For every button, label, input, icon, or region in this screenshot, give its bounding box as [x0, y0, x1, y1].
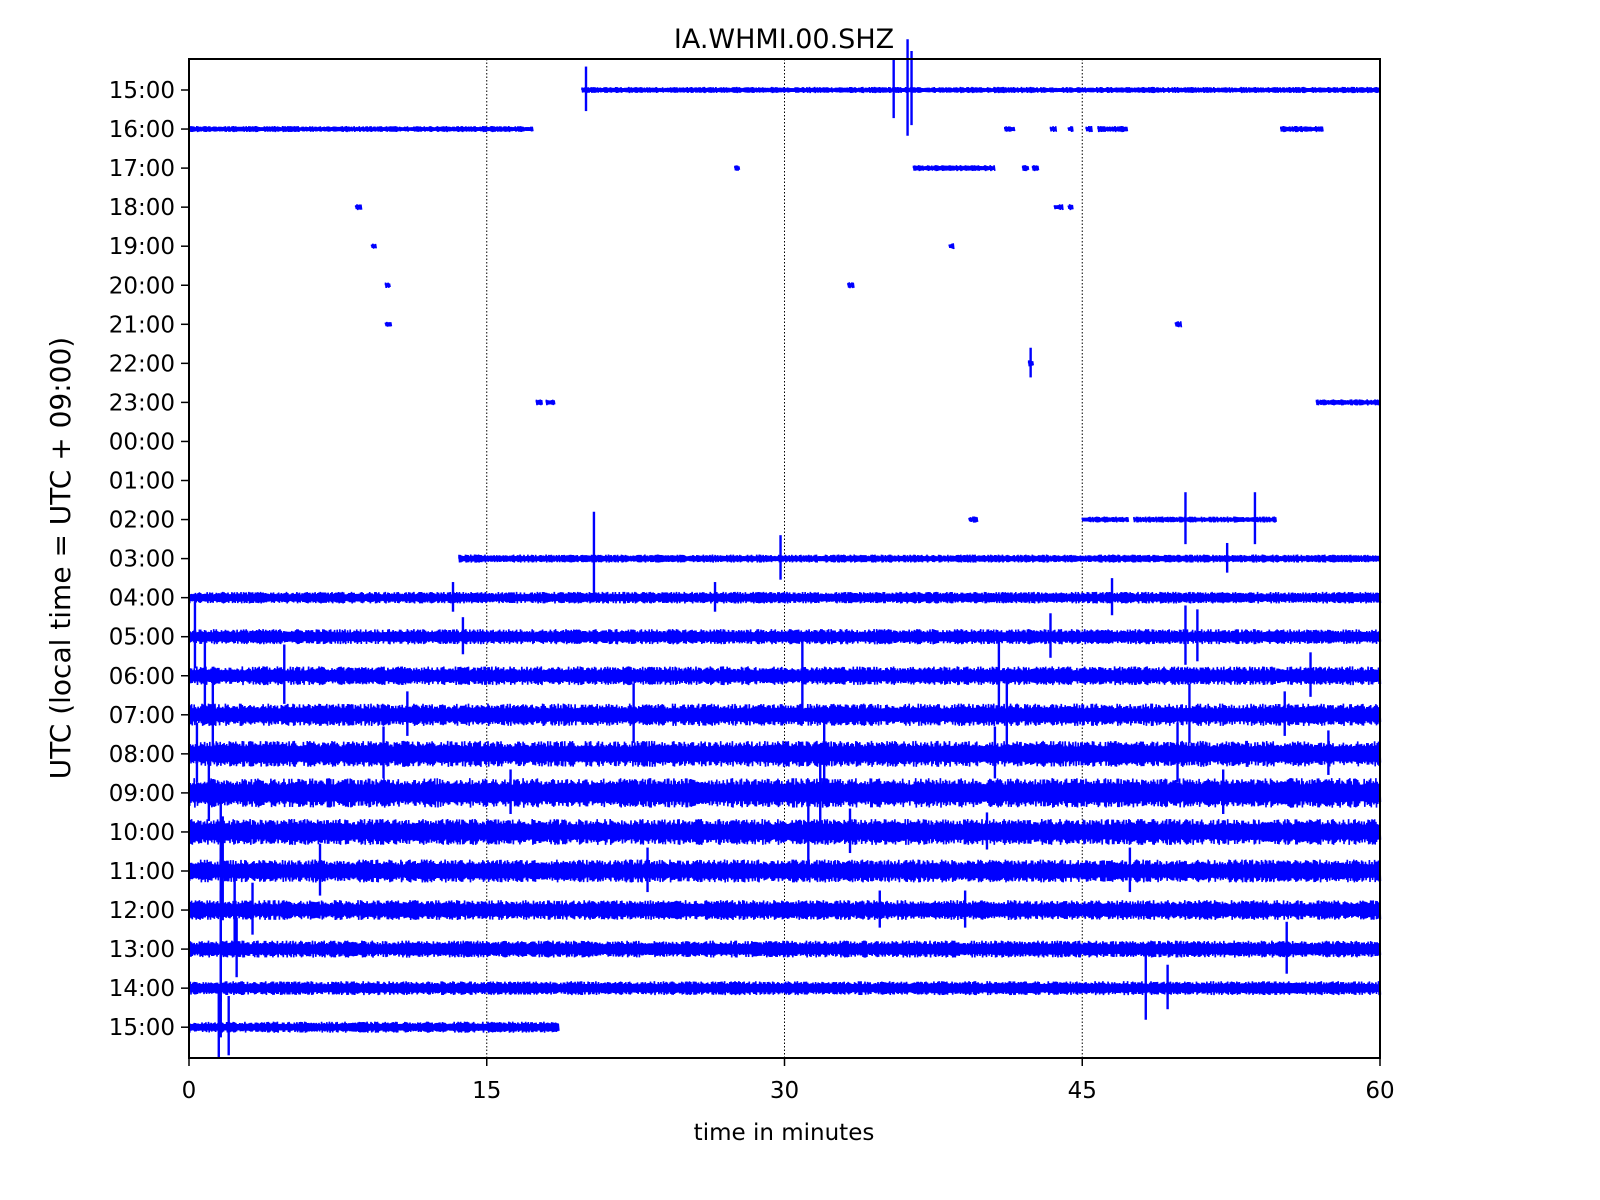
trace-segment — [1004, 126, 1016, 132]
trace-segment — [968, 516, 979, 523]
y-tick-label: 03:00 — [109, 547, 175, 573]
y-tick-label: 04:00 — [109, 586, 175, 612]
x-axis-label: time in minutes — [694, 1120, 875, 1146]
y-tick-label: 06:00 — [109, 664, 175, 690]
y-axis-ticks: 15:00 16:00 17:00 18:00 19:00 20:00 21:00 22:00… — [109, 78, 189, 1041]
y-tick-label: 01:00 — [109, 469, 175, 495]
trace-segment — [1049, 126, 1058, 133]
x-tick-label: 45 — [1068, 1078, 1097, 1104]
trace-segment — [384, 321, 393, 327]
seismogram-traces — [188, 39, 1382, 1059]
y-tick-label: 11:00 — [109, 859, 175, 885]
y-tick-label: 16:00 — [109, 117, 175, 143]
trace-segment — [458, 554, 1381, 563]
y-tick-label: 23:00 — [109, 390, 175, 416]
trace-segment — [1053, 204, 1064, 211]
y-tick-label: 14:00 — [109, 976, 175, 1002]
trace-segment — [734, 165, 741, 171]
trace-segment — [188, 900, 1382, 921]
trace-segment — [912, 165, 996, 172]
trace-segment — [354, 204, 363, 211]
trace-segment — [1280, 126, 1324, 133]
y-tick-label: 15:00 — [109, 1015, 175, 1041]
trace-segment — [1133, 516, 1277, 523]
y-tick-label: 20:00 — [109, 273, 175, 299]
trace-segment — [1031, 165, 1040, 172]
trace-segment — [535, 399, 543, 406]
trace-segment — [188, 125, 534, 133]
trace-segment — [188, 778, 1382, 808]
y-tick-label: 10:00 — [109, 820, 175, 846]
trace-segment — [188, 591, 1382, 604]
trace-segment — [188, 859, 1382, 883]
x-tick-label: 30 — [770, 1078, 799, 1104]
x-tick-label: 15 — [472, 1078, 501, 1104]
trace-segment — [1097, 126, 1129, 133]
trace-segment — [581, 86, 1381, 94]
x-tick-label: 60 — [1365, 1078, 1394, 1104]
trace-segment — [1085, 126, 1093, 133]
y-tick-label: 05:00 — [109, 625, 175, 651]
trace-segment — [384, 282, 391, 289]
y-tick-label: 13:00 — [109, 937, 175, 963]
trace-segment — [188, 940, 1382, 958]
y-tick-label: 22:00 — [109, 351, 175, 377]
trace-segment — [545, 399, 556, 406]
trace-segment — [847, 282, 855, 289]
y-tick-label: 12:00 — [109, 898, 175, 924]
trace-segment — [1081, 516, 1130, 523]
y-tick-label: 15:00 — [109, 78, 175, 104]
trace-segment — [188, 981, 1382, 996]
trace-segment — [188, 740, 1382, 767]
trace-segment — [1067, 204, 1074, 211]
y-tick-label: 17:00 — [109, 156, 175, 182]
trace-segment — [188, 1021, 560, 1033]
chart-title: IA.WHMI.00.SHZ — [674, 24, 894, 55]
y-tick-label: 09:00 — [109, 781, 175, 807]
y-tick-label: 21:00 — [109, 312, 175, 338]
trace-segment — [188, 629, 1382, 645]
y-tick-label: 02:00 — [109, 508, 175, 534]
trace-segment — [370, 243, 377, 249]
trace-segment — [188, 666, 1382, 686]
trace-segment — [1315, 399, 1381, 406]
trace-segment — [188, 818, 1382, 845]
trace-segment — [1174, 321, 1183, 328]
y-axis-label: UTC (local time = UTC + 09:00) — [44, 337, 77, 779]
trace-segment — [948, 243, 955, 250]
y-tick-label: 07:00 — [109, 703, 175, 729]
y-tick-label: 19:00 — [109, 234, 175, 260]
y-tick-label: 00:00 — [109, 429, 175, 455]
y-tick-label: 18:00 — [109, 195, 175, 221]
y-tick-label: 08:00 — [109, 742, 175, 768]
trace-segment — [1021, 165, 1030, 172]
trace-segment — [1067, 126, 1074, 133]
x-axis-ticks: 0 15 30 45 60 — [182, 1058, 1395, 1104]
x-tick-label: 0 — [182, 1078, 197, 1104]
trace-segment — [188, 703, 1382, 727]
